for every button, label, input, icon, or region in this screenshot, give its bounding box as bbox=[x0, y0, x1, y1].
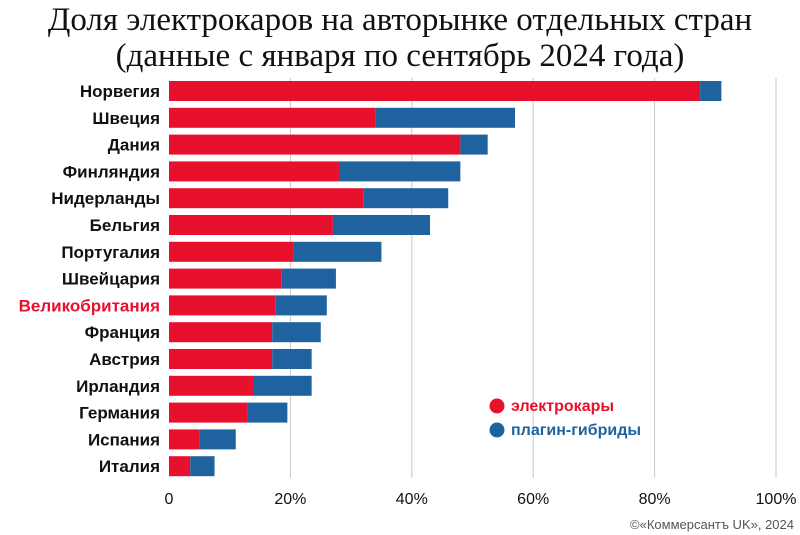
category-label: Италия bbox=[99, 457, 160, 476]
bar-hybrid bbox=[199, 429, 236, 450]
chart-title-line1: Доля электрокаров на авторынке отдельных… bbox=[47, 2, 753, 38]
bar-hybrid bbox=[332, 215, 431, 235]
category-label: Швейцария bbox=[62, 270, 160, 289]
bar-hybrid bbox=[363, 188, 449, 209]
bar-hybrid bbox=[272, 349, 312, 369]
bar-electric bbox=[169, 429, 200, 450]
category-label: Германия bbox=[79, 404, 160, 423]
category-label: Нидерланды bbox=[51, 189, 160, 208]
bar-electric bbox=[169, 134, 461, 155]
bar-electric bbox=[169, 295, 276, 316]
bar-electric bbox=[169, 402, 248, 423]
bar-electric bbox=[169, 188, 364, 209]
x-tick-label: 60% bbox=[517, 491, 549, 508]
x-tick-label: 40% bbox=[396, 491, 428, 508]
bar-hybrid bbox=[338, 161, 461, 182]
x-tick-label: 20% bbox=[274, 491, 306, 508]
category-label: Португалия bbox=[61, 243, 160, 262]
bar-hybrid bbox=[293, 241, 382, 262]
legend-marker-electric bbox=[489, 398, 505, 414]
x-tick-label: 0 bbox=[165, 491, 174, 508]
legend-marker-hybrid bbox=[489, 422, 505, 438]
bar-hybrid bbox=[247, 402, 288, 423]
bar-hybrid bbox=[275, 295, 327, 316]
bar-electric bbox=[169, 241, 294, 262]
chart-title-line2: (данные с января по сентябрь 2024 года) bbox=[115, 38, 685, 74]
bar-electric bbox=[169, 349, 273, 369]
bar-electric bbox=[169, 81, 701, 101]
category-label: Ирландия bbox=[76, 377, 160, 396]
bar-hybrid bbox=[281, 268, 336, 289]
x-tick-label: 80% bbox=[639, 491, 671, 508]
bar-hybrid bbox=[190, 456, 215, 477]
bar-hybrid bbox=[460, 134, 488, 155]
category-label: Великобритания bbox=[19, 296, 160, 315]
bar-hybrid bbox=[375, 107, 515, 128]
category-label: Бельгия bbox=[90, 216, 160, 235]
bar-electric bbox=[169, 322, 273, 343]
legend-label-electric: электрокары bbox=[511, 398, 614, 415]
bar-electric bbox=[169, 161, 339, 182]
category-label: Финляндия bbox=[63, 162, 160, 181]
bar-electric bbox=[169, 375, 254, 396]
category-label: Австрия bbox=[89, 350, 160, 369]
category-label: Швеция bbox=[92, 109, 160, 128]
bar-hybrid bbox=[700, 81, 722, 101]
category-label: Франция bbox=[85, 323, 160, 342]
category-label: Испания bbox=[88, 430, 160, 449]
x-tick-label: 100% bbox=[756, 491, 797, 508]
bar-electric bbox=[169, 268, 282, 289]
credit-text: ©«Коммерсантъ UK», 2024 bbox=[630, 517, 794, 532]
bar-electric bbox=[169, 107, 376, 128]
category-label: Норвегия bbox=[80, 82, 160, 101]
bar-hybrid bbox=[253, 375, 312, 396]
category-label: Дания bbox=[108, 136, 160, 155]
legend-label-hybrid: плагин-гибриды bbox=[511, 422, 641, 439]
bar-electric bbox=[169, 456, 191, 477]
bar-electric bbox=[169, 215, 333, 235]
bar-hybrid bbox=[272, 322, 321, 343]
